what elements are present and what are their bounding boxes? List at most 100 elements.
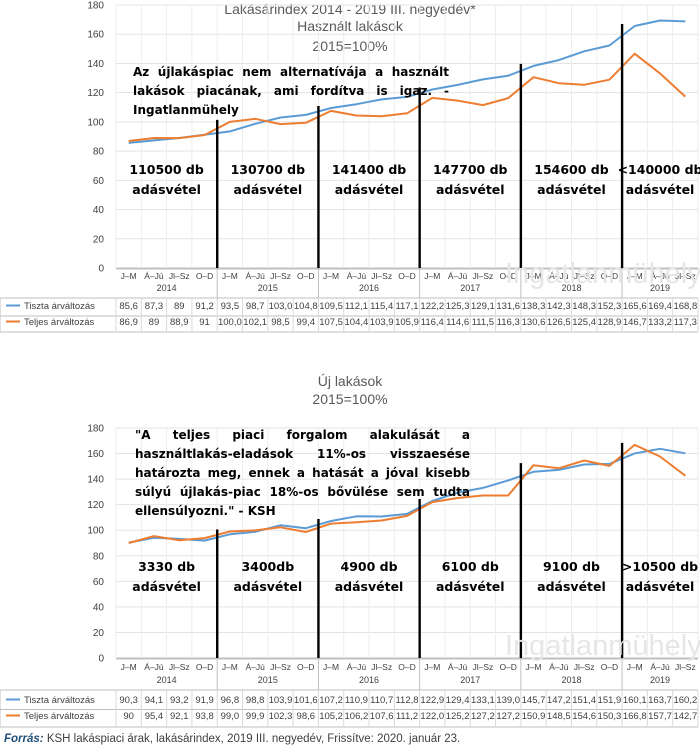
quarter-label: Á–Jú bbox=[549, 662, 569, 672]
table-cell: 95,4 bbox=[145, 711, 164, 722]
table-cell: 115,4 bbox=[370, 301, 393, 312]
y-tick-label: 60 bbox=[93, 577, 105, 588]
table-cell: 122,9 bbox=[420, 695, 444, 706]
quarter-label: Á–Jú bbox=[448, 662, 468, 672]
table-cell: 90 bbox=[123, 711, 134, 722]
source-text: KSH lakáspiaci árak, lakásárindex, 2019 … bbox=[46, 733, 461, 745]
table-cell: 125,3 bbox=[446, 301, 470, 312]
year-label: 2015 bbox=[258, 283, 278, 293]
volume-label: 3330 db bbox=[138, 559, 195, 574]
chart1-watermark: Ingatlanmühely bbox=[505, 258, 700, 290]
table-cell: 122,0 bbox=[420, 711, 444, 722]
quarter-label: Á–Jú bbox=[245, 271, 265, 281]
chart2-subtitle: 2015=100% bbox=[312, 391, 387, 407]
table-cell: 128,9 bbox=[598, 317, 622, 328]
year-label: 2019 bbox=[650, 675, 670, 685]
source-label: Forrás: bbox=[4, 733, 44, 745]
table-cell: 154,6 bbox=[572, 711, 596, 722]
series-tiszta-line bbox=[128, 19, 686, 144]
table-cell: 107,2 bbox=[319, 695, 343, 706]
y-tick-label: 40 bbox=[93, 205, 105, 216]
table-cell: 147,2 bbox=[547, 695, 571, 706]
chart2-title: Új lakások bbox=[318, 373, 384, 389]
quarter-label: Jl–Sz bbox=[574, 271, 595, 281]
table-cell: 125,2 bbox=[446, 711, 470, 722]
table-cell: 142,7 bbox=[673, 711, 697, 722]
volume-sublabel: adásvétel bbox=[436, 579, 505, 594]
table-cell: 151,4 bbox=[572, 695, 596, 706]
y-tick-label: 80 bbox=[93, 551, 105, 562]
table-cell: 109,5 bbox=[319, 301, 343, 312]
quarter-label: O–D bbox=[601, 662, 618, 672]
chart2-annotation: "A teljes piaci forgalom alakulását a ha… bbox=[135, 428, 470, 518]
table-cell: 116,4 bbox=[421, 317, 444, 328]
table-cell: 131,6 bbox=[496, 301, 520, 312]
quarter-label: O–D bbox=[499, 662, 516, 672]
table-cell: 142,3 bbox=[547, 301, 571, 312]
series-teljes-line bbox=[128, 52, 686, 142]
quarter-label: Jl–Sz bbox=[371, 271, 392, 281]
volume-sublabel: adásvétel bbox=[132, 182, 201, 197]
volume-sublabel: adásvétel bbox=[234, 182, 303, 197]
y-tick-label: 20 bbox=[93, 628, 105, 639]
table-cell: 129,4 bbox=[446, 695, 470, 706]
table-cell: 152,3 bbox=[598, 301, 622, 312]
quarter-label: Jl–Sz bbox=[270, 662, 291, 672]
y-tick-label: 140 bbox=[87, 475, 104, 486]
table-cell: 98,8 bbox=[246, 695, 265, 706]
quarter-label: Á–Jú bbox=[549, 271, 569, 281]
table-cell: 107,6 bbox=[370, 711, 394, 722]
y-tick-label: 160 bbox=[87, 30, 104, 41]
quarter-label: J–M bbox=[222, 271, 238, 281]
quarter-label: J–M bbox=[121, 271, 137, 281]
table-cell: 107,5 bbox=[319, 317, 343, 328]
quarter-label: O–D bbox=[601, 271, 618, 281]
table-cell: 98,5 bbox=[271, 317, 290, 328]
table-cell: 139,0 bbox=[496, 695, 520, 706]
table-cell: 91,2 bbox=[195, 301, 214, 312]
volume-label: 147700 db bbox=[433, 162, 507, 177]
quarter-label: Jl–Sz bbox=[473, 662, 494, 672]
quarter-label: Á–Jú bbox=[650, 271, 670, 281]
table-cell: 87,3 bbox=[145, 301, 164, 312]
volume-sublabel: adásvétel bbox=[234, 579, 303, 594]
year-label: 2014 bbox=[157, 283, 177, 293]
volume-label: <140000 db bbox=[618, 162, 700, 177]
y-tick-label: 120 bbox=[87, 500, 104, 511]
volume-sublabel: adásvétel bbox=[626, 182, 695, 197]
table-cell: 117,3 bbox=[674, 317, 697, 328]
quarter-label: Á–Jú bbox=[347, 662, 367, 672]
quarter-label: Á–Jú bbox=[144, 271, 164, 281]
table-cell: 150,9 bbox=[522, 711, 546, 722]
chart1-title: Lakásárindex 2014 - 2019 III. negyedév* bbox=[224, 1, 476, 17]
y-tick-label: 60 bbox=[93, 176, 105, 187]
volume-sublabel: adásvétel bbox=[132, 579, 201, 594]
y-tick-label: 0 bbox=[98, 264, 104, 275]
quarter-label: J–M bbox=[323, 271, 339, 281]
legend-label: Tiszta árváltozás bbox=[24, 695, 95, 706]
volume-label: 3400db bbox=[241, 559, 294, 574]
table-cell: 169,4 bbox=[648, 301, 672, 312]
quarter-label: O–D bbox=[398, 662, 415, 672]
chart-2: Új lakások 2015=100% 0 20 40 60 80 100 120 140 160… bbox=[0, 373, 699, 728]
table-cell: 89 bbox=[174, 301, 185, 312]
quarter-label: Á–Jú bbox=[245, 662, 265, 672]
quarter-label: J–M bbox=[525, 271, 541, 281]
series-tiszta-line bbox=[128, 447, 686, 544]
year-label: 2015 bbox=[258, 675, 278, 685]
table-cell: 117,1 bbox=[395, 301, 418, 312]
y-tick-label: 80 bbox=[93, 147, 105, 158]
volume-label: 9100 db bbox=[543, 559, 600, 574]
table-cell: 93,2 bbox=[170, 695, 189, 706]
quarter-label: J–M bbox=[627, 271, 643, 281]
table-cell: 127,2 bbox=[496, 711, 520, 722]
volume-sublabel: adásvétel bbox=[436, 182, 505, 197]
quarter-label: Á–Jú bbox=[650, 662, 670, 672]
table-cell: 110,7 bbox=[370, 695, 393, 706]
table-cell: 116,3 bbox=[497, 317, 520, 328]
legend-label: Teljes árváltozás bbox=[24, 317, 94, 328]
table-cell: 102,3 bbox=[269, 711, 293, 722]
quarter-label: J–M bbox=[323, 662, 339, 672]
quarter-label: Jl–Sz bbox=[473, 271, 494, 281]
year-label: 2016 bbox=[359, 675, 379, 685]
